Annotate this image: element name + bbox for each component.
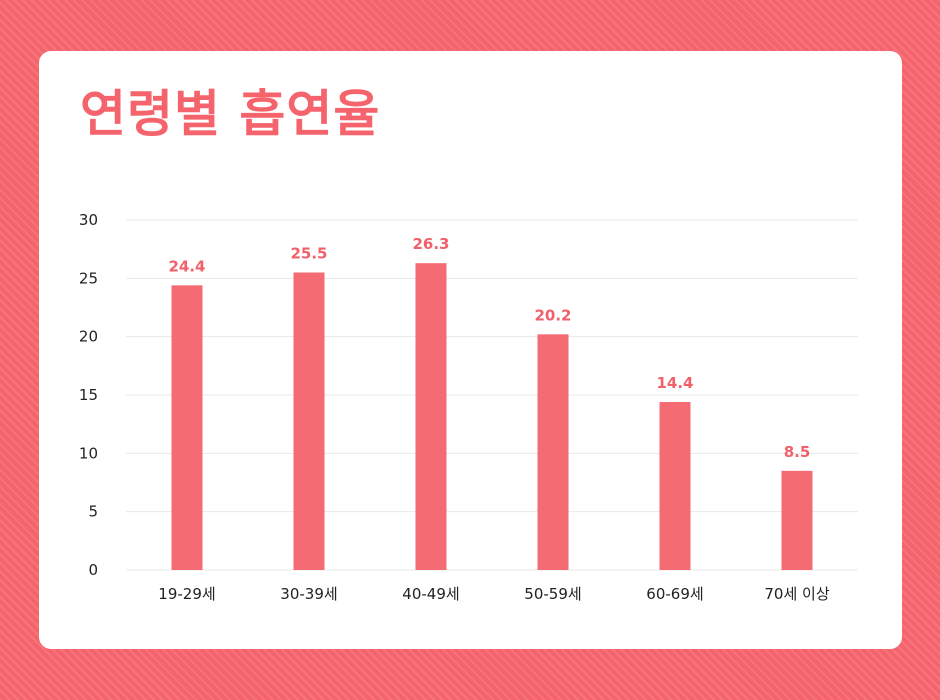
x-tick-label: 60-69세 (646, 585, 703, 603)
x-tick-label: 40-49세 (402, 585, 459, 603)
y-tick-label: 20 (79, 328, 98, 346)
data-label: 8.5 (784, 443, 811, 461)
bar-chart: 0 5 10 15 20 25 30 24.4 19-29세 25.5 30-39세 26.3 40-4… (79, 211, 858, 603)
bar (415, 263, 447, 570)
y-tick-label: 25 (79, 269, 98, 287)
bar (293, 272, 325, 570)
data-label: 20.2 (534, 306, 571, 324)
bar (781, 470, 813, 570)
x-tick-label: 19-29세 (158, 585, 215, 603)
y-tick-label: 0 (88, 561, 98, 579)
y-tick-label: 15 (79, 386, 98, 404)
chart-card: 연령별 흡연율 0 5 10 15 20 25 30 24.4 19-29세 25.5 30-39세… (39, 51, 902, 649)
data-label: 26.3 (412, 235, 449, 253)
data-label: 24.4 (168, 257, 205, 275)
bar (659, 402, 691, 570)
y-tick-label: 5 (88, 503, 98, 521)
x-tick-label: 50-59세 (524, 585, 581, 603)
page-title: 연령별 흡연율 (80, 85, 381, 143)
data-label: 25.5 (290, 245, 327, 263)
bar (537, 334, 569, 570)
x-tick-label: 30-39세 (280, 585, 337, 603)
y-tick-label: 30 (79, 211, 98, 229)
y-tick-label: 10 (79, 444, 98, 462)
bar (171, 285, 203, 570)
data-label: 14.4 (656, 374, 693, 392)
x-tick-label: 70세 이상 (764, 585, 829, 603)
